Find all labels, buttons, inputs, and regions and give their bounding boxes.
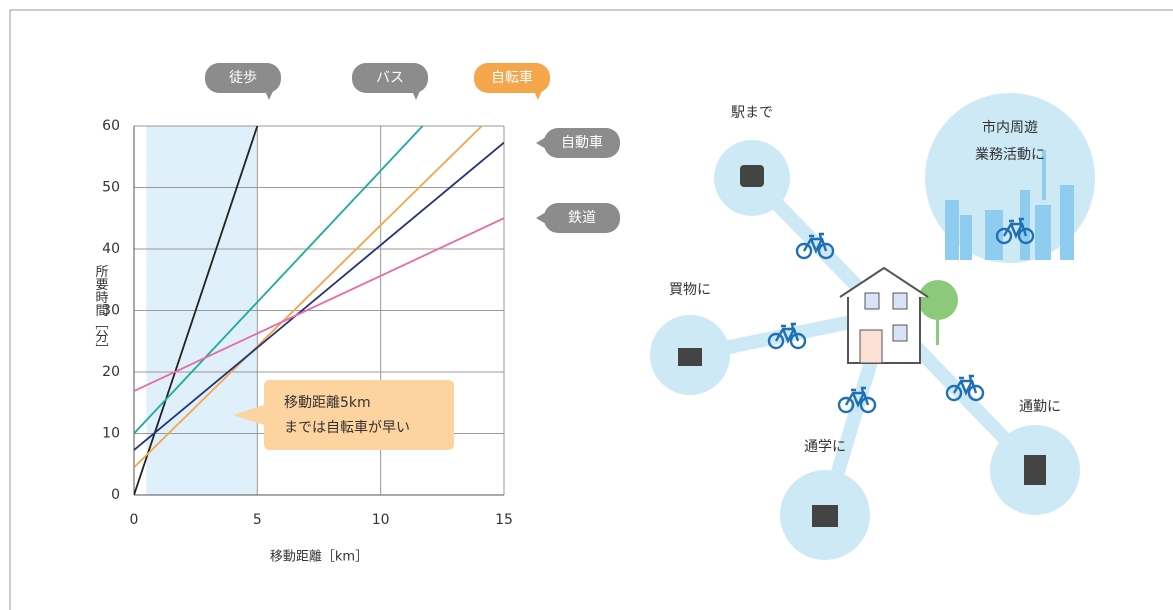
diagram <box>650 93 1095 560</box>
annotation-text: 移動距離5km <box>284 394 371 411</box>
label-pill <box>544 203 620 233</box>
legend-entry: 鉄道 <box>568 210 596 226</box>
label-pill <box>474 63 550 93</box>
legend-entry: 徒歩 <box>229 70 257 86</box>
annotation-box <box>233 380 454 450</box>
icons <box>678 165 1046 527</box>
house <box>839 266 958 364</box>
frame <box>9 9 1173 610</box>
series-label: バス <box>352 63 428 100</box>
node-label: 業務活動に <box>975 147 1045 163</box>
legend-entry: 自転車 <box>491 69 533 86</box>
y-tick-label: 50 <box>102 180 120 196</box>
annotation-text: までは自転車が早い <box>284 419 410 436</box>
series-line <box>134 126 483 468</box>
x-tick-label: 5 <box>253 512 262 528</box>
series-label: 自動車 <box>536 128 620 158</box>
legend-entry: バス <box>376 70 404 86</box>
label-pill <box>544 128 620 158</box>
x-tick-label: 0 <box>130 512 139 528</box>
series-line <box>134 141 504 451</box>
label-pointer <box>412 91 420 100</box>
node-label: 駅まで <box>731 105 773 121</box>
node-label: 通学に <box>804 439 846 455</box>
series-label: 鉄道 <box>536 203 620 233</box>
y-tick-label: 40 <box>102 241 120 257</box>
label-pointer <box>534 91 542 100</box>
skyline <box>945 150 1074 260</box>
series-label: 徒歩 <box>205 63 281 100</box>
y-tick-label: 60 <box>102 118 120 134</box>
series-label: 自転車 <box>474 63 550 100</box>
y-tick-label: 10 <box>102 426 120 442</box>
label-pill <box>205 63 281 93</box>
label-pointer <box>536 212 546 224</box>
x-tick-label: 15 <box>495 512 513 528</box>
x-tick-label: 10 <box>372 512 390 528</box>
node-label: 市内周遊 <box>982 119 1038 136</box>
node-label: 通勤に <box>1019 399 1061 415</box>
y-tick-label: 0 <box>111 487 120 503</box>
label-pointer <box>536 137 546 149</box>
legend-entry: 自動車 <box>561 134 603 151</box>
series-line <box>134 217 504 392</box>
y-tick-label: 30 <box>102 303 120 319</box>
y-axis-label: 所要時間［分］ <box>93 265 109 356</box>
series-line <box>134 126 424 435</box>
x-axis-label: 移動距離［km］ <box>270 550 368 565</box>
label-pill <box>352 63 428 93</box>
label-pointer <box>265 91 273 100</box>
node-label: 買物に <box>669 282 711 298</box>
y-tick-label: 20 <box>102 364 120 380</box>
